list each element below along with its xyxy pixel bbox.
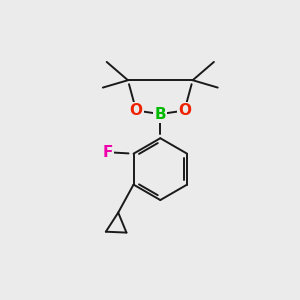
Text: O: O xyxy=(178,103,191,118)
Text: B: B xyxy=(154,106,166,122)
Text: O: O xyxy=(130,103,143,118)
Text: F: F xyxy=(102,145,113,160)
